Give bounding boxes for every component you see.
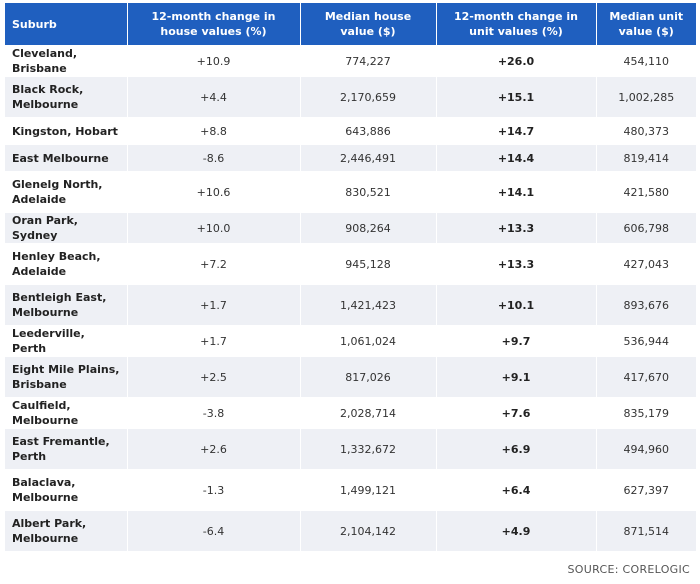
table-row: Glenelg North, Adelaide +10.6 830,521 +1…: [5, 171, 696, 213]
cell-suburb: Cleveland, Brisbane: [5, 45, 128, 77]
cell-house-change: +10.6: [127, 171, 301, 213]
table-row: Henley Beach, Adelaide +7.2 945,128 +13.…: [5, 243, 696, 285]
header-house-change: 12-month change in house values (%): [127, 3, 301, 46]
cell-house-change: +2.5: [127, 356, 301, 398]
cell-house-median: 830,521: [300, 171, 437, 213]
cell-unit-median: 835,179: [596, 397, 696, 429]
cell-house-median: 643,886: [300, 117, 437, 145]
cell-house-change: -3.8: [127, 397, 301, 429]
cell-unit-median: 417,670: [596, 356, 696, 398]
cell-house-median: 1,421,423: [300, 284, 437, 326]
table-row: Leederville, Perth +1.7 1,061,024 +9.7 5…: [5, 325, 696, 357]
cell-suburb: Kingston, Hobart: [5, 117, 128, 145]
cell-unit-median: 606,798: [596, 212, 696, 244]
cell-house-median: 2,170,659: [300, 76, 437, 118]
source-credit: SOURCE: CORELOGIC: [567, 563, 690, 576]
cell-suburb: East Melbourne: [5, 144, 128, 172]
cell-unit-change: +4.9: [436, 510, 597, 551]
cell-house-change: +2.6: [127, 428, 301, 470]
cell-unit-median: 454,110: [596, 45, 696, 77]
cell-suburb: Eight Mile Plains, Brisbane: [5, 356, 128, 398]
cell-unit-median: 494,960: [596, 428, 696, 470]
cell-unit-median: 427,043: [596, 243, 696, 285]
cell-house-median: 2,104,142: [300, 510, 437, 551]
cell-suburb: Glenelg North, Adelaide: [5, 171, 128, 213]
cell-house-change: +8.8: [127, 117, 301, 145]
table-row: Balaclava, Melbourne -1.3 1,499,121 +6.4…: [5, 469, 696, 511]
cell-unit-median: 819,414: [596, 144, 696, 172]
table-row: Caulfield, Melbourne -3.8 2,028,714 +7.6…: [5, 397, 696, 429]
cell-house-median: 774,227: [300, 45, 437, 77]
cell-unit-change: +9.1: [436, 356, 597, 398]
cell-suburb: Oran Park, Sydney: [5, 212, 128, 244]
cell-house-change: -1.3: [127, 469, 301, 511]
cell-house-change: -8.6: [127, 144, 301, 172]
cell-unit-change: +15.1: [436, 76, 597, 118]
cell-unit-median: 627,397: [596, 469, 696, 511]
cell-house-median: 817,026: [300, 356, 437, 398]
cell-house-change: +10.9: [127, 45, 301, 77]
cell-suburb: Caulfield, Melbourne: [5, 397, 128, 429]
table-row: Bentleigh East, Melbourne +1.7 1,421,423…: [5, 284, 696, 326]
header-unit-median: Median unit value ($): [596, 3, 696, 46]
cell-house-median: 1,499,121: [300, 469, 437, 511]
cell-house-change: -6.4: [127, 510, 301, 551]
cell-unit-change: +6.4: [436, 469, 597, 511]
header-unit-change: 12-month change in unit values (%): [436, 3, 597, 46]
cell-unit-change: +14.4: [436, 144, 597, 172]
cell-unit-median: 871,514: [596, 510, 696, 551]
suburb-values-table: Suburb 12-month change in house values (…: [5, 3, 696, 551]
cell-house-median: 1,061,024: [300, 325, 437, 357]
cell-house-median: 2,446,491: [300, 144, 437, 172]
table-row: Albert Park, Melbourne -6.4 2,104,142 +4…: [5, 510, 696, 551]
cell-unit-change: +7.6: [436, 397, 597, 429]
cell-unit-median: 480,373: [596, 117, 696, 145]
table-row: Kingston, Hobart +8.8 643,886 +14.7 480,…: [5, 117, 696, 145]
cell-unit-change: +13.3: [436, 212, 597, 244]
cell-house-change: +1.7: [127, 325, 301, 357]
suburb-values-table-wrapper: Suburb 12-month change in house values (…: [5, 3, 696, 551]
cell-unit-change: +14.7: [436, 117, 597, 145]
cell-house-change: +10.0: [127, 212, 301, 244]
header-house-median: Median house value ($): [300, 3, 437, 46]
cell-house-median: 2,028,714: [300, 397, 437, 429]
cell-suburb: Albert Park, Melbourne: [5, 510, 128, 551]
cell-house-median: 945,128: [300, 243, 437, 285]
table-row: Cleveland, Brisbane +10.9 774,227 +26.0 …: [5, 45, 696, 77]
table-header-row: Suburb 12-month change in house values (…: [5, 3, 696, 46]
cell-suburb: Black Rock, Melbourne: [5, 76, 128, 118]
cell-house-change: +4.4: [127, 76, 301, 118]
cell-house-median: 908,264: [300, 212, 437, 244]
cell-unit-median: 1,002,285: [596, 76, 696, 118]
cell-suburb: Balaclava, Melbourne: [5, 469, 128, 511]
cell-unit-change: +14.1: [436, 171, 597, 213]
cell-unit-change: +26.0: [436, 45, 597, 77]
cell-house-change: +7.2: [127, 243, 301, 285]
cell-suburb: Bentleigh East, Melbourne: [5, 284, 128, 326]
table-row: Black Rock, Melbourne +4.4 2,170,659 +15…: [5, 76, 696, 118]
cell-unit-change: +10.1: [436, 284, 597, 326]
cell-unit-median: 536,944: [596, 325, 696, 357]
table-row: Eight Mile Plains, Brisbane +2.5 817,026…: [5, 356, 696, 398]
cell-suburb: Leederville, Perth: [5, 325, 128, 357]
table-row: Oran Park, Sydney +10.0 908,264 +13.3 60…: [5, 212, 696, 244]
cell-suburb: East Fremantle, Perth: [5, 428, 128, 470]
cell-unit-median: 421,580: [596, 171, 696, 213]
cell-unit-change: +6.9: [436, 428, 597, 470]
table-row: East Melbourne -8.6 2,446,491 +14.4 819,…: [5, 144, 696, 172]
table-row: East Fremantle, Perth +2.6 1,332,672 +6.…: [5, 428, 696, 470]
cell-unit-median: 893,676: [596, 284, 696, 326]
cell-house-change: +1.7: [127, 284, 301, 326]
cell-unit-change: +13.3: [436, 243, 597, 285]
cell-suburb: Henley Beach, Adelaide: [5, 243, 128, 285]
cell-house-median: 1,332,672: [300, 428, 437, 470]
cell-unit-change: +9.7: [436, 325, 597, 357]
header-suburb: Suburb: [5, 3, 128, 46]
